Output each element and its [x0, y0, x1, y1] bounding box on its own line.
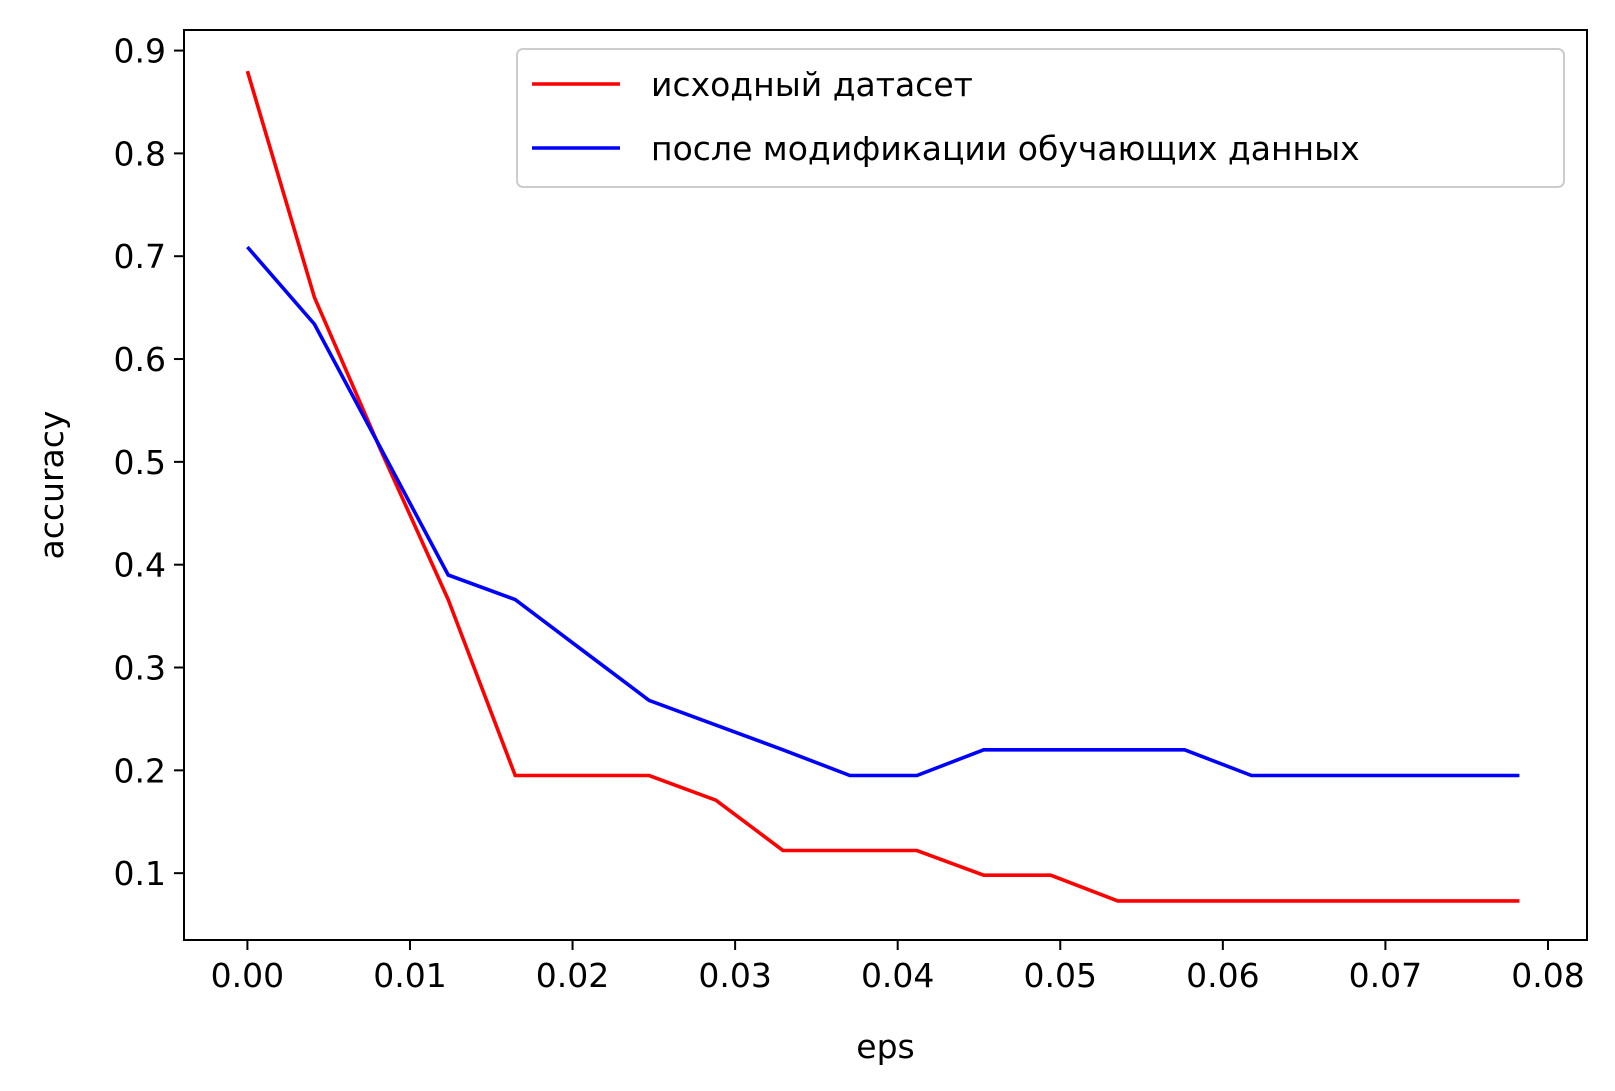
x-axis-ticks: 0.00 0.01 0.02 0.03 0.04 0.05 0.06 0.07 0.08: [211, 940, 1585, 995]
legend: исходный датасет после модификации обучаю…: [516, 48, 1565, 188]
legend-label: после модификации обучающих данных: [651, 129, 1360, 168]
y-tick-label: 0.4: [114, 546, 166, 585]
y-tick-label: 0.3: [114, 649, 166, 688]
y-axis-ticks: 0.1 0.2 0.3 0.4 0.5 0.6 0.7 0.8 0.9: [114, 32, 184, 893]
x-tick-label: 0.04: [861, 956, 934, 995]
y-axis-label: accuracy: [32, 411, 71, 560]
series-line-2: [246, 245, 1520, 778]
x-tick-label: 0.08: [1511, 956, 1584, 995]
y-tick-label: 0.1: [114, 854, 166, 893]
y-tick-label: 0.8: [114, 134, 166, 173]
x-tick-label: 0.05: [1024, 956, 1097, 995]
x-tick-label: 0.07: [1349, 956, 1422, 995]
x-tick-label: 0.01: [373, 956, 446, 995]
x-tick-label: 0.00: [211, 956, 284, 995]
y-tick-label: 0.5: [114, 443, 166, 482]
x-tick-label: 0.03: [698, 956, 771, 995]
y-tick-label: 0.7: [114, 237, 166, 276]
series-line-1: [245, 70, 1520, 903]
y-tick-label: 0.2: [114, 751, 166, 790]
series-layer: [245, 70, 1520, 903]
x-axis-label: eps: [856, 1027, 914, 1066]
y-tick-label: 0.6: [114, 340, 166, 379]
x-tick-label: 0.02: [536, 956, 609, 995]
x-tick-label: 0.06: [1186, 956, 1259, 995]
y-tick-label: 0.9: [114, 32, 166, 71]
legend-box: [516, 48, 1565, 188]
legend-label: исходный датасет: [651, 65, 973, 104]
